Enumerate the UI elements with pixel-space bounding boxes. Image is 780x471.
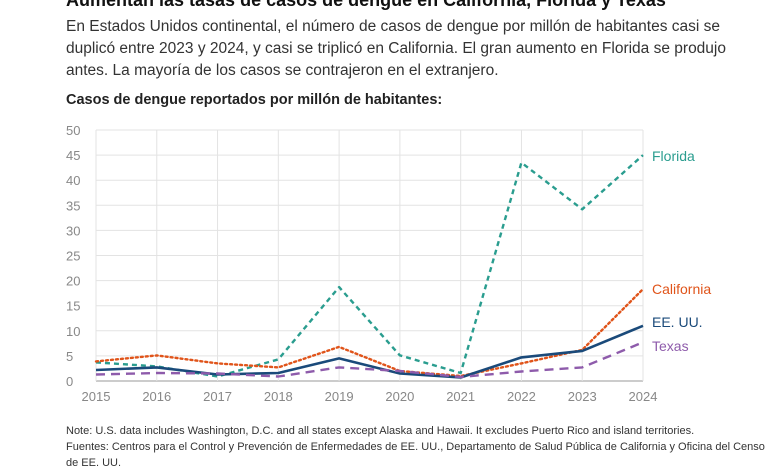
series-line-california: [94, 287, 645, 378]
y-tick-label: 50: [66, 123, 80, 138]
x-tick-label: 2020: [385, 389, 414, 404]
x-tick-label: 2018: [264, 389, 293, 404]
series-label: California: [652, 281, 711, 297]
y-axis-ticks: 0 5 10 15 20 25 30 35 40 45 50: [66, 123, 80, 389]
subtitle: En Estados Unidos continental, el número…: [66, 18, 726, 79]
x-tick-label: 2016: [142, 389, 171, 404]
series-label: Florida: [652, 148, 695, 164]
x-tick-label: 2015: [82, 389, 111, 404]
y-tick-label: 35: [66, 198, 80, 213]
y-tick-label: 5: [66, 349, 73, 364]
y-tick-label: 0: [66, 374, 73, 389]
x-tick-label: 2019: [325, 389, 354, 404]
sources-text: Fuentes: Centros para el Control y Preve…: [66, 441, 765, 469]
y-tick-label: 10: [66, 324, 80, 339]
series-line-ee-uu: [95, 324, 644, 379]
series-label: Texas: [652, 338, 689, 354]
chart-title: Casos de dengue reportados por millón de…: [66, 92, 443, 108]
y-tick-label: 30: [66, 223, 80, 238]
x-tick-label: 2023: [568, 389, 597, 404]
y-tick-label: 20: [66, 274, 80, 289]
x-tick-label: 2024: [629, 389, 658, 404]
y-tick-label: 15: [66, 299, 80, 314]
x-tick-label: 2021: [446, 389, 475, 404]
x-tick-label: 2022: [507, 389, 536, 404]
series-line-florida: [95, 154, 644, 378]
grid-lines: [95, 129, 644, 382]
y-tick-label: 45: [66, 148, 80, 163]
series-lines: [94, 154, 645, 379]
y-tick-label: 40: [66, 173, 80, 188]
footnotes: Note: U.S. data includes Washington, D.C…: [66, 423, 766, 471]
series-line-texas: [95, 341, 644, 379]
y-tick-label: 25: [66, 249, 80, 264]
series-label: EE. UU.: [652, 314, 703, 330]
series-labels: Florida California EE. UU. Texas: [652, 148, 711, 354]
x-tick-label: 2017: [203, 389, 232, 404]
headline: Aumentan las tasas de casos de dengue en…: [66, 0, 666, 10]
x-axis-ticks: 2015 2016 2017 2018 2019 2020 2021 2022 2023 2024: [82, 389, 658, 404]
note-text: Note: U.S. data includes Washington, D.C…: [66, 425, 695, 437]
